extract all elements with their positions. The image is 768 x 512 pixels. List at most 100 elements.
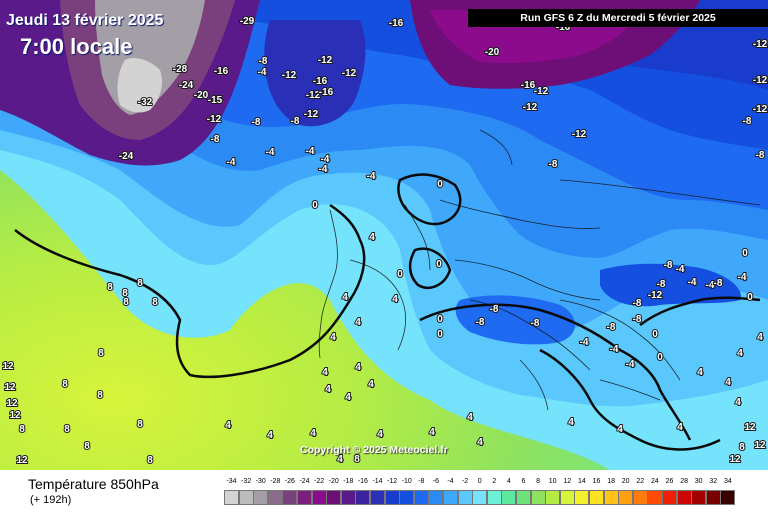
isotherm-value-label: -28	[173, 64, 188, 75]
temperature-850hpa-map: -24-28-24-32-20-16-15-12-8-4-29-8-4-4-8-…	[0, 0, 768, 470]
isotherm-value-label: 8	[98, 348, 104, 359]
isotherm-value-label: 12	[2, 361, 14, 372]
isotherm-value-label: -12	[304, 109, 319, 120]
legend-tick-label: -2	[461, 478, 469, 485]
isotherm-value-label: 8	[147, 455, 153, 466]
legend-swatch	[297, 490, 312, 505]
legend-swatch	[443, 490, 458, 505]
isotherm-value-label: -4	[580, 337, 589, 348]
cold-east-pocket	[600, 263, 741, 307]
isotherm-value-label: 4	[355, 317, 361, 328]
legend-tick-label: 28	[680, 478, 688, 485]
legend-swatch	[501, 490, 517, 505]
legend-swatch	[574, 490, 590, 505]
coastlines-borders	[318, 129, 761, 411]
isotherm-value-label: -15	[208, 95, 223, 106]
variable-title: Température 850hPa	[28, 476, 159, 492]
legend-swatch	[399, 490, 415, 505]
isotherm-value-label: 4	[342, 292, 348, 303]
isotherm-value-label: 4	[392, 294, 398, 305]
isotherm-value-label: 4	[310, 428, 316, 439]
cold-scandinavia-pocket	[264, 20, 366, 127]
legend-swatch	[603, 490, 619, 505]
isotherm-value-label: -16	[313, 76, 328, 87]
isotherm-value-label: -8	[633, 298, 642, 309]
isotherm-value-label: -16	[389, 18, 404, 29]
isotherm-value-label: -16	[521, 80, 536, 91]
legend-tick-label: 18	[607, 478, 615, 485]
isotherm-value-label: -12	[523, 102, 538, 113]
isotherm-value-label: -8	[664, 260, 673, 271]
isotherm-value-label: -20	[485, 47, 500, 58]
model-run-info: Run GFS 6 Z du Mercredi 5 février 2025	[468, 9, 768, 27]
legend-tick-label: -10	[401, 478, 412, 485]
legend-tick-label: -14	[372, 478, 383, 485]
legend-tick-label: 20	[621, 478, 630, 485]
legend-swatch	[253, 490, 269, 505]
legend-tick-label: -20	[328, 478, 339, 485]
legend-swatch	[457, 490, 473, 505]
legend-tick-label: 8	[536, 478, 541, 485]
isotherm-value-label: -4	[626, 359, 635, 370]
isotherm-value-label: 0	[742, 248, 748, 259]
legend-swatch	[691, 490, 707, 505]
isotherm-value-label: -24	[179, 80, 194, 91]
isotherm-value-label: 0	[312, 200, 318, 211]
legend-tick-label: -28	[270, 478, 281, 485]
isotherm-value-label: -12	[753, 75, 768, 86]
isotherm-value-label: -4	[610, 344, 619, 355]
legend-swatch	[632, 490, 648, 505]
isotherm-value-label: -8	[291, 116, 300, 127]
isotherm-value-label: 4	[345, 392, 351, 403]
legend-tick-label: 2	[492, 478, 497, 485]
isotherm-value-label: 4	[757, 332, 763, 343]
isotherm-value-label: -4	[227, 157, 236, 168]
legend-tick-label: 4	[506, 478, 511, 485]
legend-swatch	[370, 490, 385, 505]
isotherm-value-label: 0	[436, 259, 442, 270]
legend-swatch	[516, 490, 531, 505]
legend-swatch	[224, 490, 239, 505]
isotherm-value-label: 0	[747, 292, 753, 303]
isotherm-value-label: -8	[607, 322, 616, 333]
isotherm-value-label: 12	[744, 422, 756, 433]
isotherm-value-label: -8	[252, 117, 261, 128]
isotherm-value-label: -12	[648, 290, 663, 301]
isotherm-value-label: -4	[258, 67, 267, 78]
isotherm-value-label: -4	[321, 154, 330, 165]
legend-swatch	[559, 490, 575, 505]
legend-swatch	[326, 490, 342, 505]
isotherm-value-label: -4	[319, 164, 328, 175]
legend-tick-label: 22	[636, 478, 645, 485]
forecast-time: 7:00 locale	[20, 34, 133, 59]
legend-swatch	[647, 490, 663, 505]
isotherm-value-label: 12	[754, 440, 766, 451]
isotherm-value-label: 4	[735, 397, 741, 408]
isotherm-value-label: 8	[123, 297, 129, 308]
isotherm-value-label: 8	[97, 390, 103, 401]
isotherm-value-label: -8	[549, 159, 558, 170]
legend-tick-label: -32	[241, 478, 252, 485]
legend-tick-label: 12	[563, 478, 572, 485]
isotherm-value-label: -4	[306, 146, 315, 157]
isotherm-value-label: 4	[368, 379, 374, 390]
isotherm-value-label: -8	[490, 304, 499, 315]
isotherm-value-label: 12	[6, 398, 18, 409]
isotherm-value-label: -12	[318, 55, 333, 66]
isotherm-value-label: -20	[194, 90, 209, 101]
legend-swatch	[340, 490, 356, 505]
legend-swatch	[355, 490, 371, 505]
legend-swatch	[662, 490, 677, 505]
isotherm-value-label: 4	[677, 422, 683, 433]
isotherm-value-label: 4	[697, 367, 703, 378]
legend-swatch	[428, 490, 444, 505]
isotherm-value-label: 4	[377, 429, 383, 440]
legend-tick-label: -22	[314, 478, 325, 485]
isotherm-value-label: 12	[4, 382, 16, 393]
isotherm-value-label: 4	[225, 420, 231, 431]
legend-swatch	[676, 490, 692, 505]
isotherm-value-label: 4	[467, 412, 473, 423]
legend-swatch	[530, 490, 546, 505]
legend-swatch	[472, 490, 488, 505]
